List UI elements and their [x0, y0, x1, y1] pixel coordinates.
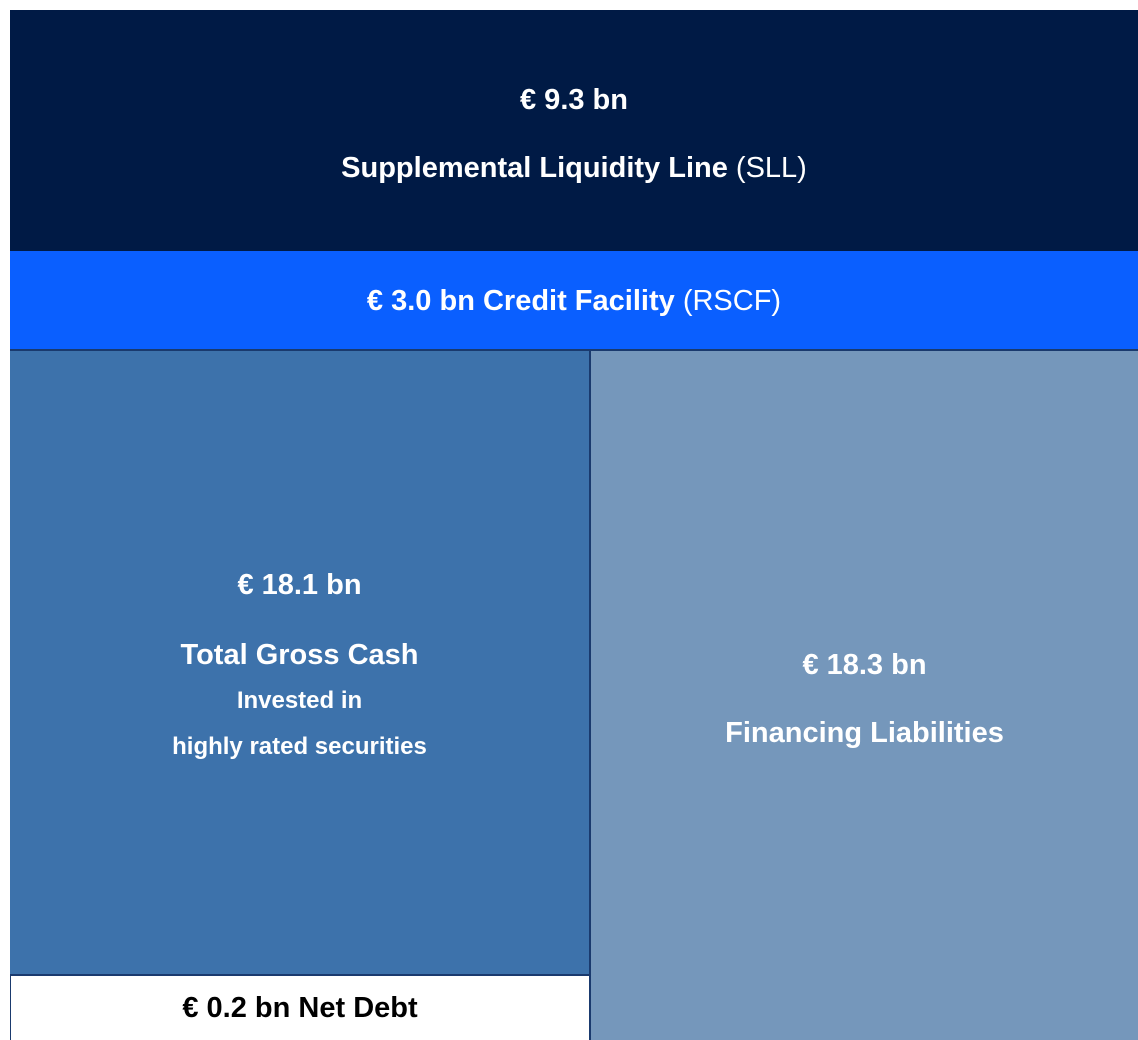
liabilities-label: Financing Liabilities	[725, 717, 1004, 749]
rscf-label: € 3.0 bn Credit Facility (RSCF)	[10, 285, 1138, 318]
sll-abbr: (SLL)	[735, 152, 807, 184]
net-debt-label: € 0.2 bn Net Debt	[182, 992, 418, 1024]
rscf-block: € 3.0 bn Credit Facility (RSCF)	[10, 251, 1138, 351]
sll-name: Supplemental Liquidity Line	[341, 152, 728, 184]
gross-cash-label: Total Gross Cash	[180, 639, 419, 671]
gross-cash-block: € 18.1 bn Total Gross Cash Invested in h…	[10, 351, 591, 976]
liabilities-amount: € 18.3 bn	[802, 649, 927, 681]
sll-block: € 9.3 bn Supplemental Liquidity Line (SL…	[10, 10, 1138, 251]
sll-amount: € 9.3 bn	[520, 84, 628, 116]
net-debt-block: € 0.2 bn Net Debt	[10, 976, 591, 1040]
gross-cash-note: highly rated securities	[172, 733, 427, 760]
sll-label: Supplemental Liquidity Line (SLL)	[10, 152, 1138, 185]
liabilities-block: € 18.3 bn Financing Liabilities	[591, 351, 1138, 1040]
rscf-abbr: (RSCF)	[682, 285, 782, 317]
rscf-name: € 3.0 bn Credit Facility	[366, 285, 675, 317]
gross-cash-note: Invested in	[236, 687, 363, 714]
gross-cash-amount: € 18.1 bn	[237, 569, 362, 601]
